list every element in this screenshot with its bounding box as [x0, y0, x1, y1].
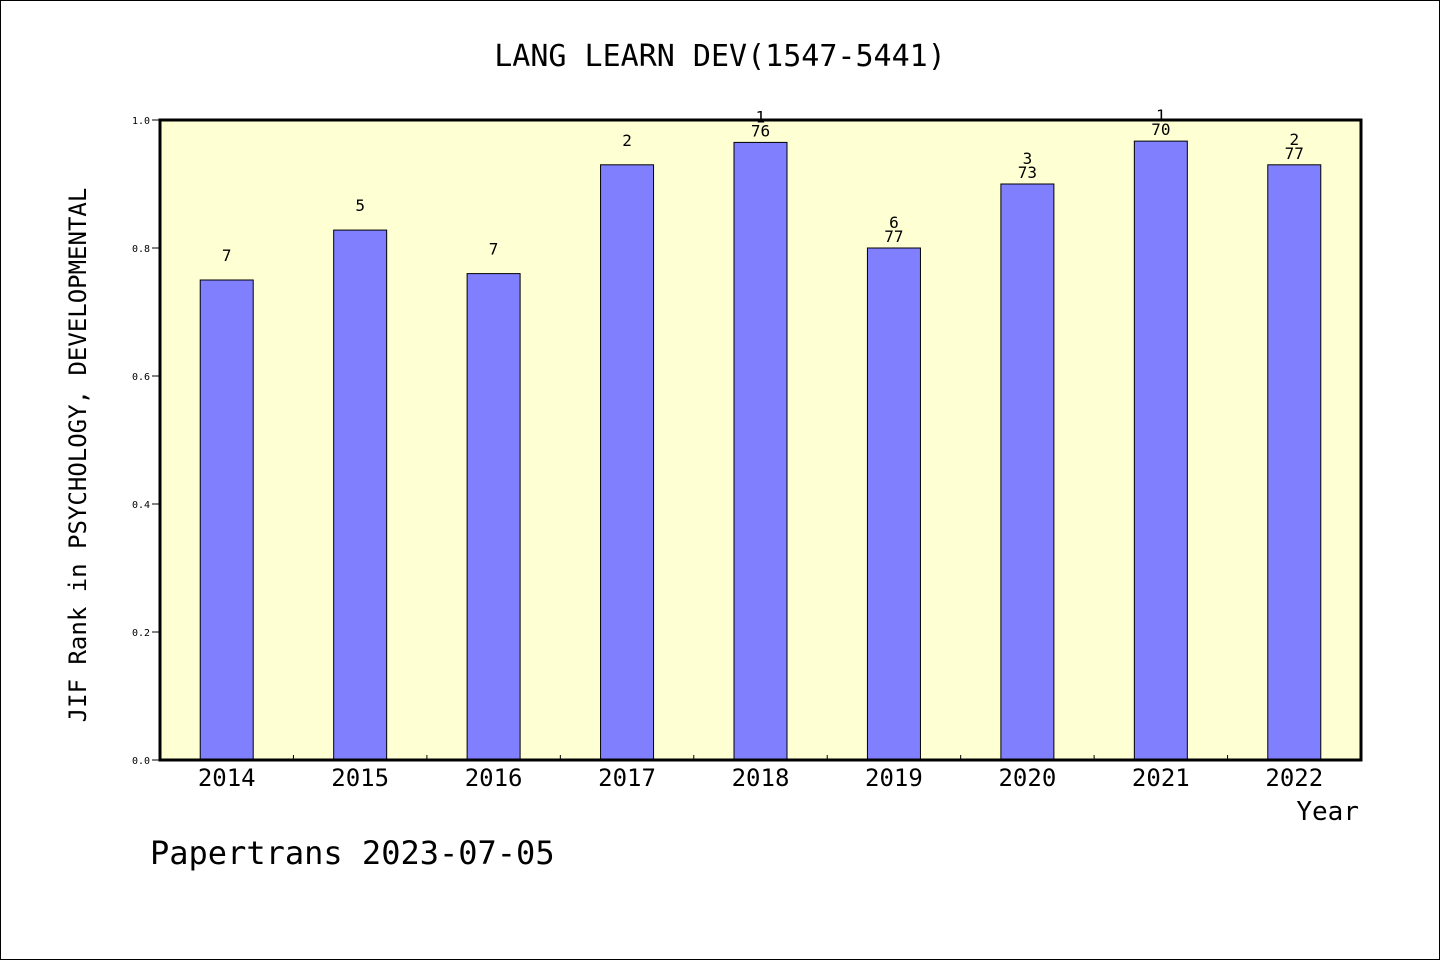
- y-axis: 0.0 0.2 0.4 0.6 0.8 1.0: [132, 116, 160, 767]
- bar-rank-label: 2: [622, 131, 632, 150]
- bar-total-label: 70: [1151, 120, 1170, 139]
- bar-rank-label: 3: [1023, 149, 1033, 168]
- bar-total-label: 77: [884, 227, 903, 246]
- y-tick-label: 0.4: [132, 500, 150, 511]
- bar-rank-label: 7: [489, 240, 499, 259]
- x-tick-label: 2015: [331, 764, 389, 792]
- plot-border: [158, 118, 1363, 762]
- bar-2020: [1000, 183, 1055, 761]
- bar-rank-label: 6: [889, 213, 899, 232]
- bar-rank-label: 7: [222, 246, 232, 265]
- bar-2021: [1133, 140, 1188, 761]
- y-tick-label: 0.2: [132, 628, 150, 639]
- bar-2017: [600, 164, 655, 761]
- bar-rank-label: 2: [1289, 130, 1299, 149]
- y-tick-label: 1.0: [132, 116, 150, 127]
- x-tick-label: 2017: [598, 764, 656, 792]
- bar-rank-label: 5: [355, 196, 365, 215]
- x-axis-label: Year: [1296, 797, 1359, 827]
- x-tick-label: 2016: [465, 764, 523, 792]
- x-axis: 2014 2015 2016 2017 2018 2019 2020 2021 2022: [198, 755, 1323, 792]
- x-tick-label: 2020: [998, 764, 1056, 792]
- bar-total-label: 77: [1285, 144, 1304, 163]
- bar-2014: [199, 279, 254, 761]
- x-tick-label: 2022: [1265, 764, 1323, 792]
- y-axis-label: JIF Rank in PSYCHOLOGY, DEVELOPMENTAL: [64, 188, 92, 723]
- bar-2019: [866, 247, 921, 761]
- bar-2022: [1267, 164, 1322, 761]
- x-tick-label: 2014: [198, 764, 256, 792]
- y-tick-label: 0.6: [132, 372, 150, 383]
- y-tick-label: 0.8: [132, 244, 150, 255]
- bar-total-label: 76: [751, 121, 770, 140]
- bar-2018: [733, 141, 788, 761]
- bar-total-label: 73: [1018, 163, 1037, 182]
- footer-credit: Papertrans 2023-07-05: [150, 834, 555, 872]
- bar-rank-label: 1: [1156, 106, 1166, 125]
- y-tick-label: 0.0: [132, 756, 150, 767]
- bar-rank-label: 1: [756, 107, 766, 126]
- bar-2015: [333, 229, 388, 761]
- x-tick-label: 2018: [732, 764, 790, 792]
- chart-title: LANG LEARN DEV(1547-5441): [494, 39, 946, 74]
- x-tick-label: 2021: [1132, 764, 1190, 792]
- bar-2016: [466, 273, 521, 761]
- x-tick-label: 2019: [865, 764, 923, 792]
